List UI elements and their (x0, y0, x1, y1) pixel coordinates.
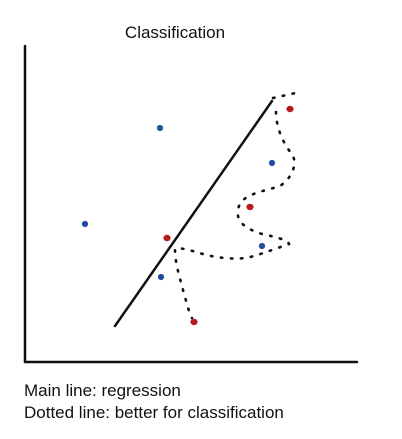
classification-boundary-dotted (173, 90, 302, 320)
caption-main-line: Main line: regression (24, 381, 181, 400)
data-point-blue (268, 159, 276, 167)
data-point-blue (258, 242, 266, 250)
data-point-red (246, 203, 254, 211)
data-point-red (286, 105, 294, 113)
data-point-red (163, 234, 171, 242)
data-point-blue (157, 273, 165, 281)
caption-dotted-line: Dotted line: better for classification (24, 403, 284, 422)
data-point-red (190, 318, 198, 326)
diagram-title: Classification (124, 23, 226, 42)
data-point-blue (81, 220, 89, 228)
regression-line (113, 99, 274, 328)
data-point-blue (156, 124, 164, 132)
